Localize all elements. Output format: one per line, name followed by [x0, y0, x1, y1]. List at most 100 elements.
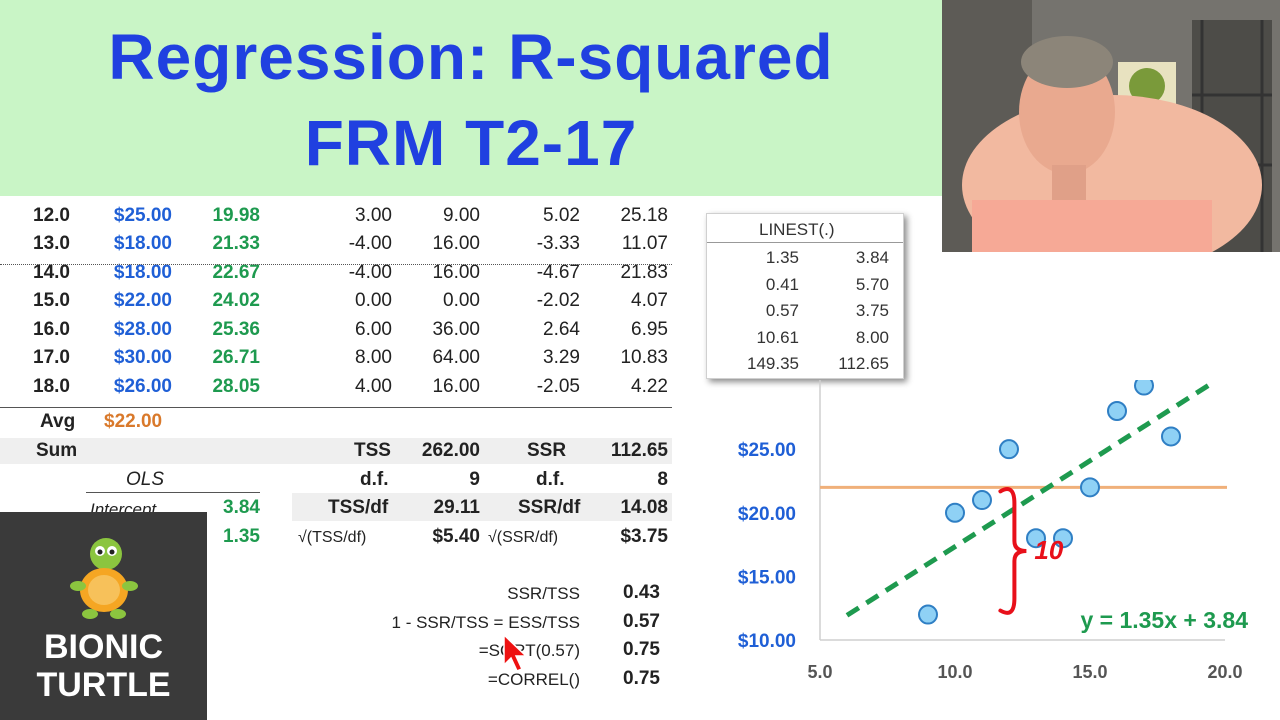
- sqrt-ssr-label: √(SSR/df): [488, 529, 559, 546]
- x-tick-labels: 5.0 10.0 15.0 20.0: [807, 662, 1242, 682]
- cell-res: -4.67: [536, 261, 580, 283]
- regression-scatter-chart: $10.00 $15.00 $20.00 $25.00 5.0 10.0 15.0 20.0…: [738, 380, 1248, 682]
- linest-header: LINEST(.): [759, 220, 835, 239]
- cell-res2: 10.83: [620, 347, 668, 368]
- title-banner: Regression: R-squared FRM T2-17: [0, 0, 942, 196]
- sum-row-bg: [0, 438, 672, 464]
- data-point: [1026, 528, 1046, 549]
- stats-row-bg: [292, 493, 672, 521]
- df-label-2: d.f.: [536, 469, 565, 490]
- cell-dev: 0.00: [355, 290, 392, 311]
- correl-label: =CORREL(): [487, 670, 580, 689]
- data-point: [1161, 426, 1181, 447]
- logo-text-1: BIONIC: [44, 628, 163, 666]
- mouse-cursor-icon: [503, 633, 528, 672]
- ess-tss-value: 0.57: [623, 611, 660, 632]
- linest-cell: 112.65: [838, 354, 889, 373]
- cell-x: 17.0: [33, 347, 70, 368]
- tss-label: TSS: [354, 440, 391, 461]
- cell-dev2: 9.00: [443, 204, 480, 226]
- cell-dev: -4.00: [348, 261, 392, 283]
- annotation-brace: [998, 487, 1027, 615]
- data-point: [1053, 528, 1073, 549]
- cell-dev: 8.00: [355, 347, 392, 368]
- cell-y: $18.00: [113, 233, 172, 254]
- sqrt-value: 0.75: [623, 639, 660, 660]
- cell-y: $22.00: [113, 290, 172, 311]
- ssrdf-label: SSR/df: [518, 497, 581, 518]
- sqrt-label: =SQRT(0.57): [478, 641, 580, 660]
- sqrt-ssr-value: $3.75: [620, 526, 668, 547]
- title-line-2: FRM T2-17: [304, 107, 638, 179]
- cell-yhat: 22.67: [212, 261, 260, 283]
- cell-res: -3.33: [536, 233, 580, 254]
- y-tick-label: $25.00: [738, 440, 796, 461]
- cell-res2: 4.07: [631, 290, 668, 311]
- ssrdf-value: 14.08: [620, 497, 668, 518]
- cell-x: 14.0: [33, 261, 70, 283]
- linest-cell: 0.41: [765, 274, 799, 294]
- ess-tss-label: 1 - SSR/TSS = ESS/TSS: [391, 613, 580, 632]
- linest-cell: 1.35: [765, 248, 799, 267]
- cell-y: $26.00: [113, 375, 172, 397]
- avg-label: Avg: [40, 411, 76, 432]
- row-divider: [0, 264, 672, 265]
- data-point: [1134, 380, 1154, 396]
- df-value-2: 8: [657, 469, 668, 490]
- data-point: [972, 490, 992, 511]
- sqrt-tss-value: $5.40: [432, 526, 480, 547]
- x-tick-label: 15.0: [1072, 662, 1107, 682]
- linest-cell: 3.84: [855, 248, 889, 267]
- linest-cell: 0.57: [765, 301, 799, 320]
- data-points: [918, 380, 1181, 625]
- ols-underline: [86, 492, 260, 493]
- data-point: [1107, 401, 1127, 421]
- tssdf-label: TSS/df: [328, 497, 389, 518]
- cell-y: $28.00: [113, 318, 172, 340]
- cell-dev2: 0.00: [443, 290, 480, 311]
- cell-x: 13.0: [33, 233, 70, 254]
- cell-dev2: 16.00: [432, 261, 480, 283]
- avg-value: $22.00: [104, 411, 163, 432]
- cell-dev2: 16.00: [432, 375, 480, 397]
- tss-value: 262.00: [421, 440, 480, 461]
- logo-text-2: TURTLE: [36, 666, 171, 704]
- spreadsheet: 11.0$21.0018.641.001.002.365.5612.0$25.0…: [0, 176, 680, 720]
- correl-value: 0.75: [623, 668, 660, 689]
- tssdf-value: 29.11: [433, 497, 481, 518]
- ssr-label: SSR: [527, 440, 567, 461]
- ssr-tss-label: SSR/TSS: [507, 584, 580, 603]
- sqrt-tss-label: √(TSS/df): [298, 529, 367, 546]
- cell-dev2: 16.00: [432, 233, 480, 254]
- y-tick-labels: $10.00 $15.00 $20.00 $25.00: [738, 440, 796, 652]
- cell-res2: 25.18: [620, 204, 668, 226]
- ssr-tss-value: 0.43: [623, 582, 660, 603]
- cell-dev: 4.00: [355, 375, 392, 397]
- cell-res: 5.02: [543, 204, 580, 226]
- linest-cell: 10.61: [756, 327, 799, 347]
- cell-yhat: 21.33: [212, 233, 260, 254]
- cell-yhat: 28.05: [212, 375, 260, 397]
- cell-dev: -4.00: [348, 233, 392, 254]
- linest-cell: 5.70: [855, 274, 889, 294]
- data-point: [1080, 477, 1100, 498]
- df-label-1: d.f.: [360, 469, 389, 490]
- data-point: [999, 439, 1019, 460]
- cell-x: 18.0: [33, 375, 70, 397]
- cell-y: $30.00: [113, 347, 172, 368]
- y-tick-label: $20.00: [738, 504, 796, 525]
- cell-res: 2.64: [543, 318, 580, 340]
- cell-x: 15.0: [33, 290, 70, 311]
- cell-yhat: 19.98: [212, 204, 260, 226]
- linest-cell: 149.35: [747, 354, 799, 373]
- title-line-1: Regression: R-squared: [108, 21, 834, 93]
- cell-yhat: 26.71: [212, 347, 260, 368]
- data-point: [945, 502, 965, 523]
- cell-res: -2.05: [536, 375, 580, 397]
- ols-label: OLS: [125, 469, 165, 490]
- cell-res: 3.29: [543, 347, 580, 368]
- x-tick-label: 5.0: [807, 662, 832, 682]
- cell-res2: 21.83: [620, 261, 668, 283]
- avg-divider: [0, 407, 672, 408]
- y-tick-label: $10.00: [738, 631, 796, 652]
